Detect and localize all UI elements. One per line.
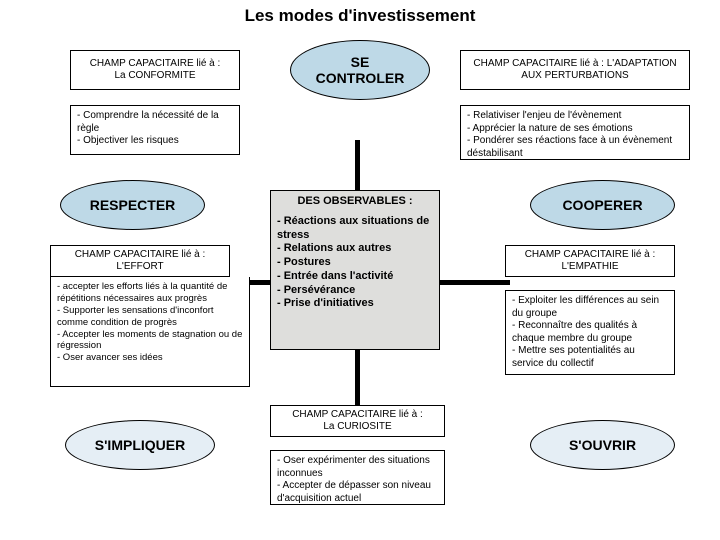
body-empathie: - Exploiter les différences au sein du g… (505, 290, 675, 375)
ellipse-se-controler: SE CONTROLER (290, 40, 430, 100)
center-observables: DES OBSERVABLES : - Réactions aux situat… (270, 190, 440, 350)
body-conformite: - Comprendre la nécessité de la règle - … (70, 105, 240, 155)
page-title: Les modes d'investissement (0, 6, 720, 26)
header-conformite: CHAMP CAPACITAIRE lié à : La CONFORMITE (70, 50, 240, 90)
center-body: - Réactions aux situations de stress - R… (277, 215, 433, 311)
header-curiosite: CHAMP CAPACITAIRE lié à : La CURIOSITE (270, 405, 445, 437)
ellipse-souvrir: S'OUVRIR (530, 420, 675, 470)
body-effort: - accepter les efforts liés à la quantit… (50, 277, 250, 387)
connector (430, 280, 510, 285)
ellipse-respecter: RESPECTER (60, 180, 205, 230)
body-curiosite: - Oser expérimenter des situations incon… (270, 450, 445, 505)
header-empathie: CHAMP CAPACITAIRE lié à : L'EMPATHIE (505, 245, 675, 277)
header-adaptation: CHAMP CAPACITAIRE lié à : L'ADAPTATION A… (460, 50, 690, 90)
ellipse-cooperer: COOPERER (530, 180, 675, 230)
body-adaptation: - Relativiser l'enjeu de l'évènement - A… (460, 105, 690, 160)
header-effort: CHAMP CAPACITAIRE lié à : L'EFFORT (50, 245, 230, 277)
connector (355, 340, 360, 410)
center-title: DES OBSERVABLES : (277, 195, 433, 209)
ellipse-simpliquer: S'IMPLIQUER (65, 420, 215, 470)
